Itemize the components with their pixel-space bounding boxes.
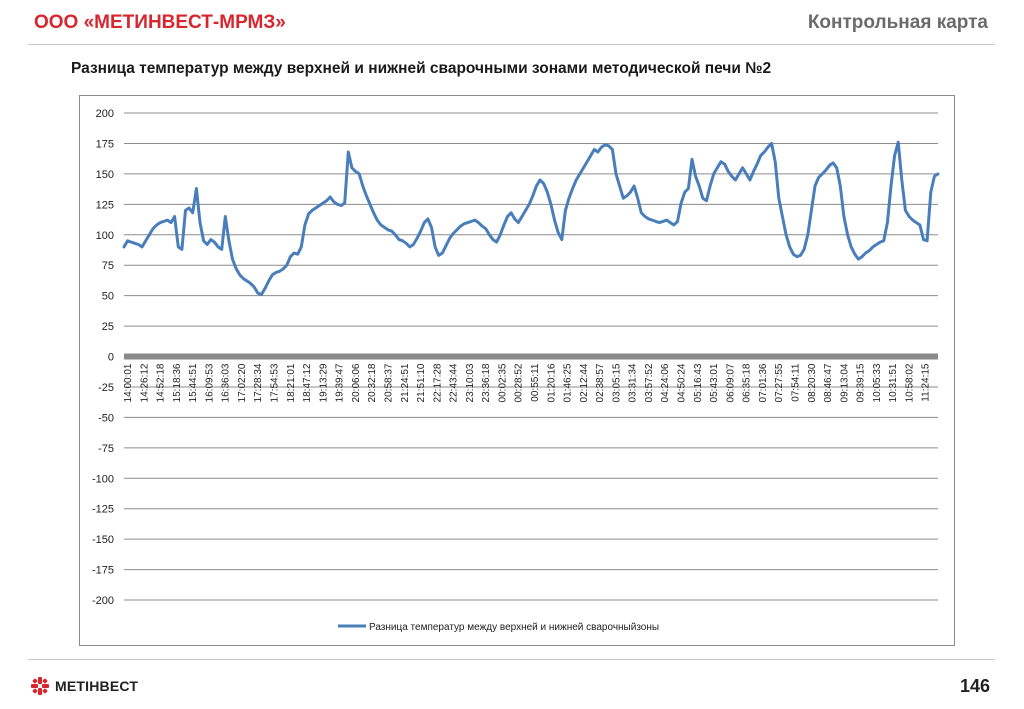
line-chart: 200 175 150 125 100 75 50 25 0 -25 -50 -75 -100 -125 -… bbox=[92, 108, 940, 633]
x-tick-label: 14:52:18 bbox=[156, 363, 167, 402]
y-tick-label: 200 bbox=[96, 108, 114, 120]
x-tick-label: 00:28:52 bbox=[514, 363, 525, 402]
company-name: ООО «МЕТИНВЕСТ-МРМЗ» bbox=[34, 12, 286, 33]
x-tick-label: 03:05:15 bbox=[611, 363, 622, 402]
x-tick-label: 14:00:01 bbox=[123, 363, 134, 402]
x-tick-label: 16:09:53 bbox=[204, 363, 215, 402]
x-tick-label: 03:31:34 bbox=[628, 363, 639, 402]
footer-divider bbox=[28, 659, 995, 660]
x-tick-label: 06:35:18 bbox=[742, 363, 753, 402]
x-tick-label: 19:39:47 bbox=[335, 363, 346, 402]
x-tick-label: 22:43:44 bbox=[449, 363, 460, 402]
x-tick-label: 15:18:36 bbox=[172, 363, 183, 402]
chart-area: 200 175 150 125 100 75 50 25 0 -25 -50 -75 -100 -125 -… bbox=[79, 95, 955, 646]
y-tick-label: -100 bbox=[92, 473, 114, 485]
x-tick-label: 09:39:15 bbox=[856, 363, 867, 402]
y-tick-label: 100 bbox=[96, 230, 114, 242]
x-tick-label: 23:10:03 bbox=[465, 363, 476, 402]
x-tick-label: 01:20:16 bbox=[546, 363, 557, 402]
page-number: 146 bbox=[959, 676, 990, 696]
slide-title: Контрольная карта bbox=[807, 12, 988, 33]
x-tick-label: 00:55:11 bbox=[530, 363, 541, 402]
y-tick-label: -50 bbox=[98, 412, 114, 424]
y-tick-label: -175 bbox=[92, 565, 114, 577]
chart-title: Разница температур между верхней и нижне… bbox=[71, 60, 772, 77]
x-tick-label: 17:28:34 bbox=[253, 363, 264, 402]
y-tick-label: 50 bbox=[102, 291, 114, 303]
y-tick-label: 125 bbox=[96, 199, 114, 211]
x-tick-label: 16:36:03 bbox=[221, 363, 232, 402]
x-tick-label: 23:36:18 bbox=[481, 363, 492, 402]
x-tick-label: 11:24:15 bbox=[921, 363, 932, 402]
x-tick-label: 00:02:35 bbox=[497, 363, 508, 402]
x-tick-label: 08:46:47 bbox=[823, 363, 834, 402]
x-tick-label: 05:16:43 bbox=[693, 363, 704, 402]
x-tick-label: 18:47:12 bbox=[302, 363, 313, 402]
x-tick-label: 22:17:28 bbox=[432, 363, 443, 402]
logo-text: МЕТІНВЕСТ bbox=[55, 678, 139, 694]
y-tick-label: 75 bbox=[102, 260, 114, 272]
x-tick-label: 10:31:51 bbox=[888, 363, 899, 402]
x-tick-label: 04:24:06 bbox=[660, 363, 671, 402]
y-tick-label: 150 bbox=[96, 169, 114, 181]
x-tick-label: 09:13:04 bbox=[839, 363, 850, 402]
x-tick-label: 20:06:06 bbox=[351, 363, 362, 402]
header-divider bbox=[28, 44, 995, 45]
x-tick-label: 21:24:51 bbox=[400, 363, 411, 402]
x-tick-label: 20:32:18 bbox=[367, 363, 378, 402]
x-tick-label: 01:46:25 bbox=[563, 363, 574, 402]
x-tick-label: 07:01:36 bbox=[758, 363, 769, 402]
x-tick-label: 19:13:29 bbox=[318, 363, 329, 402]
x-tick-label: 20:58:37 bbox=[383, 363, 394, 402]
y-tick-label: -125 bbox=[92, 504, 114, 516]
y-tick-label: 175 bbox=[96, 138, 114, 150]
x-tick-label: 10:58:02 bbox=[904, 363, 915, 402]
y-tick-label: 0 bbox=[108, 352, 114, 364]
x-tick-label: 15:44:51 bbox=[188, 363, 199, 402]
y-tick-label: -150 bbox=[92, 534, 114, 546]
x-tick-label: 17:02:20 bbox=[237, 363, 248, 402]
x-tick-label: 02:38:57 bbox=[595, 363, 606, 402]
x-tick-label: 04:50:24 bbox=[677, 363, 688, 402]
x-tick-label: 06:09:07 bbox=[725, 363, 736, 402]
x-tick-label: 21:51:10 bbox=[416, 363, 427, 402]
x-tick-label: 14:26:12 bbox=[139, 363, 150, 402]
y-tick-label: 25 bbox=[102, 321, 114, 333]
x-tick-label: 10:05:33 bbox=[872, 363, 883, 402]
x-tick-label: 03:57:52 bbox=[644, 363, 655, 402]
series-line bbox=[122, 140, 940, 296]
metinvest-logo: МЕТІНВЕСТ bbox=[30, 676, 138, 696]
y-tick-label: -200 bbox=[92, 595, 114, 607]
metinvest-logo-icon bbox=[31, 677, 49, 695]
x-tick-label: 18:21:01 bbox=[286, 363, 297, 402]
legend-label: Разница температур между верхней и нижне… bbox=[369, 622, 659, 633]
y-tick-label: -75 bbox=[98, 443, 114, 455]
x-tick-label: 05:43:01 bbox=[709, 363, 720, 402]
x-tick-label: 07:54:11 bbox=[790, 363, 801, 402]
y-tick-label: -25 bbox=[98, 382, 114, 394]
x-tick-label: 07:27:55 bbox=[774, 363, 785, 402]
x-tick-label: 08:20:30 bbox=[807, 363, 818, 402]
x-tick-label: 02:12:44 bbox=[579, 363, 590, 402]
x-tick-label: 17:54:53 bbox=[270, 363, 281, 402]
